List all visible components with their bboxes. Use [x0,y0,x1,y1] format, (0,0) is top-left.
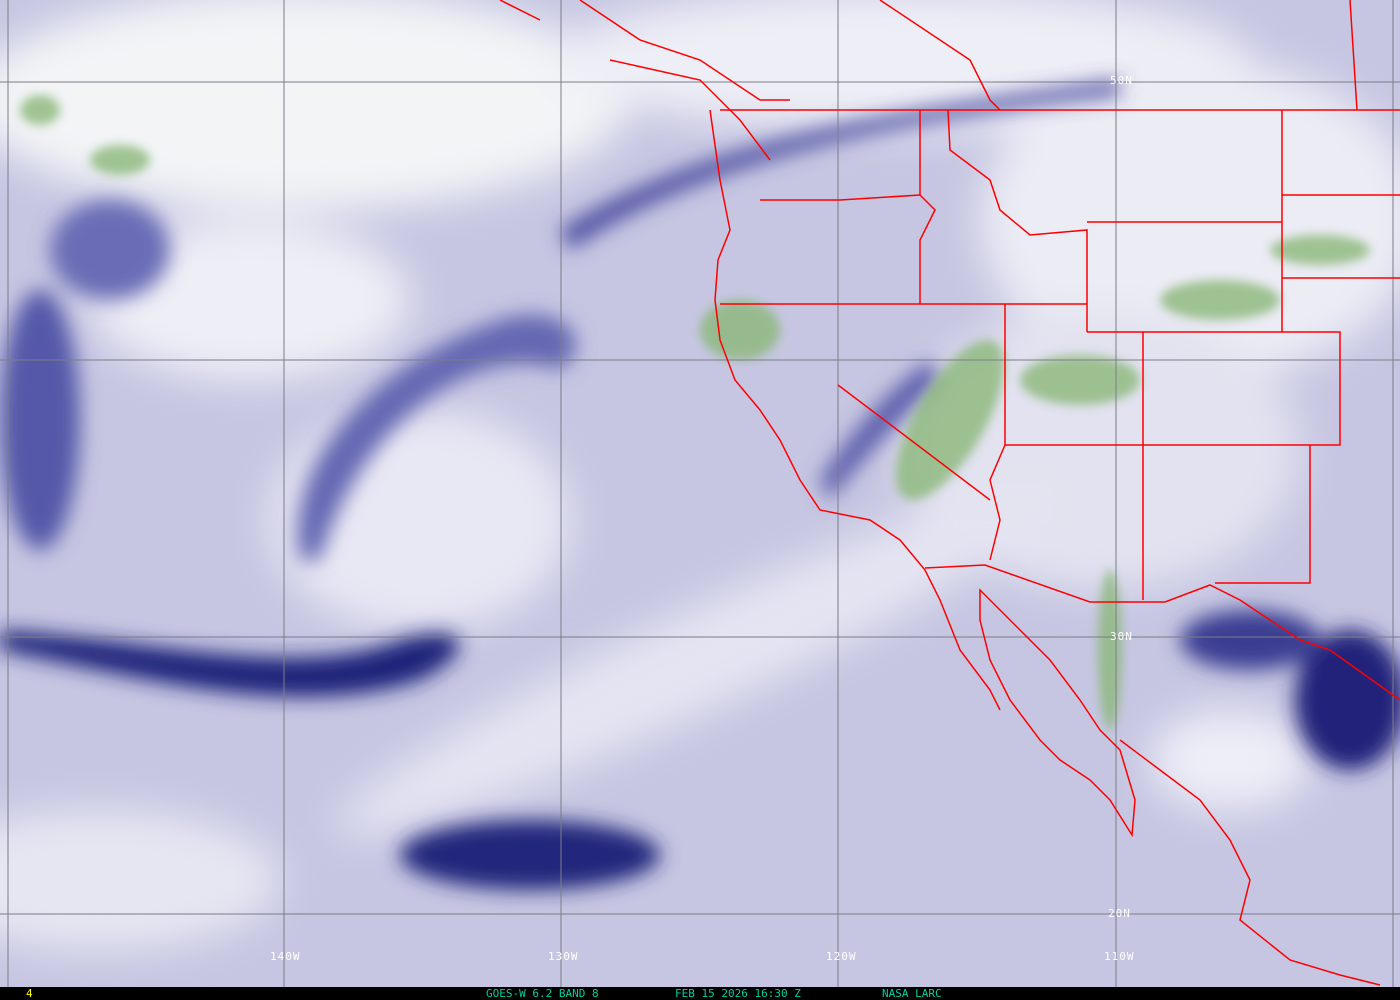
lat-label-20n: 20N [1108,907,1131,920]
us-west-coastline [709,109,1001,711]
lon-label-110w: 110W [1104,950,1135,963]
mexico-west-coast [1119,739,1381,986]
image-source: NASA LARC [882,987,942,1000]
lat-label-30n: 30N [1110,630,1133,643]
baja-california [979,588,1136,838]
lat-label-50n: 50N [1110,74,1133,87]
caption-bar: 4 GOES-W 6.2 BAND 8 FEB 15 2026 16:30 Z … [0,987,1400,1000]
frame-number: 4 [26,987,33,1000]
lon-label-140w: 140W [270,950,301,963]
lon-label-130w: 130W [548,950,579,963]
satellite-band: GOES-W 6.2 BAND 8 [486,987,599,1000]
lon-label-120w: 120W [826,950,857,963]
political-borders [499,0,1400,986]
cloud-patches [20,95,1370,730]
dry-regions [0,80,1400,890]
image-datetime: FEB 15 2026 16:30 Z [675,987,801,1000]
us-mexico-border [924,564,1400,701]
